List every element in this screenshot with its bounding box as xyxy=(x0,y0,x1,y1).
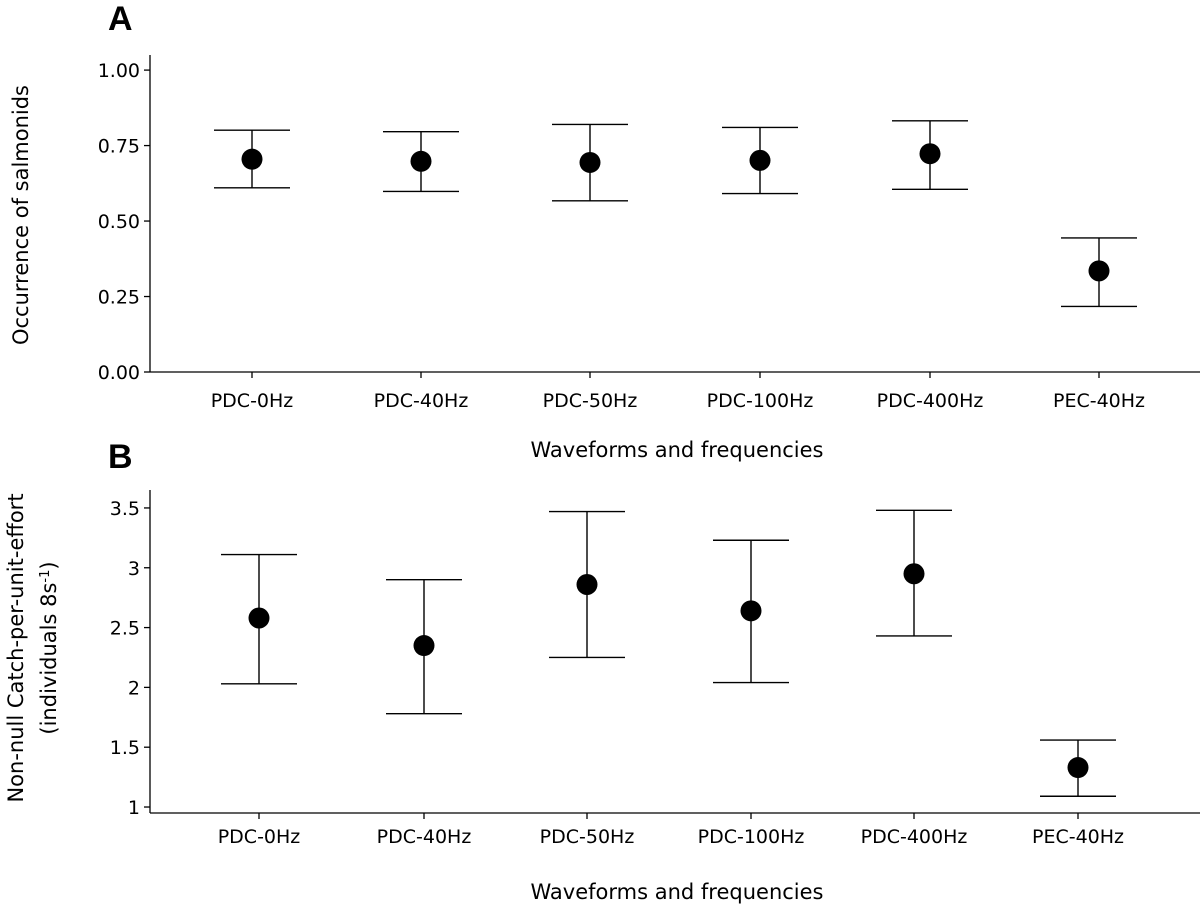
panel-b-y-tick-label: 1.5 xyxy=(110,737,140,759)
panel-a-x-tick-label: PEC-40Hz xyxy=(1053,390,1145,412)
panel-a-x-tick-label: PDC-40Hz xyxy=(374,390,469,412)
panel-b-x-axis-title: Waveforms and frequencies xyxy=(531,880,824,904)
panel-b-x-tick-label: PDC-100Hz xyxy=(698,826,805,848)
panel-b-y-axis-title: Non-null Catch-per-unit-effort xyxy=(4,493,28,802)
panel-a-y-tick-label: 0.50 xyxy=(98,211,140,233)
panel-a-label: A xyxy=(108,0,133,38)
panel-b-data-point xyxy=(903,563,925,585)
panel-a-x-tick-label: PDC-50Hz xyxy=(543,390,638,412)
panel-b-x-tick-label: PDC-40Hz xyxy=(377,826,472,848)
panel-a-data-point xyxy=(749,149,771,171)
panel-b-x-tick-label: PEC-40Hz xyxy=(1032,826,1124,848)
panel-a-y-tick-label: 0.00 xyxy=(98,362,140,384)
panel-a-data-point xyxy=(919,143,941,165)
panel-b-data-point xyxy=(576,574,598,596)
panel-b-x-tick-label: PDC-0Hz xyxy=(218,826,301,848)
panel-b-y-tick-label: 3.5 xyxy=(110,498,140,520)
panel-a-y-tick-label: 0.25 xyxy=(98,287,140,309)
panel-b-x-tick-label: PDC-50Hz xyxy=(540,826,635,848)
panel-a-data-point xyxy=(579,151,601,173)
panel-b-label: B xyxy=(108,438,133,476)
panel-b-data-point xyxy=(248,607,270,629)
panel-a-y-tick-label: 0.75 xyxy=(98,136,140,158)
panel-b-y-tick-label: 2.5 xyxy=(110,618,140,640)
panel-a: A Occurrence of salmonids Waveforms and … xyxy=(9,0,1200,462)
panel-a-x-tick-label: PDC-100Hz xyxy=(707,390,814,412)
panel-b-y-tick-label: 2 xyxy=(128,677,140,699)
panel-a-data-point xyxy=(410,150,432,172)
panel-b-data-point xyxy=(1067,757,1089,779)
panel-a-y-tick-label: 1.00 xyxy=(98,60,140,82)
panel-a-x-tick-label: PDC-0Hz xyxy=(211,390,294,412)
panel-b-y-tick-label: 1 xyxy=(128,797,140,819)
panel-a-x-axis-title: Waveforms and frequencies xyxy=(531,438,824,462)
panel-b-data-point xyxy=(413,635,435,657)
panel-b: B Non-null Catch-per-unit-effort (indivi… xyxy=(4,438,1200,904)
panel-a-y-axis-title: Occurrence of salmonids xyxy=(9,85,33,345)
panel-b-y-tick-label: 3 xyxy=(128,558,140,580)
panel-b-y-axis-title-units: (individuals 8s-1) xyxy=(37,561,61,734)
panel-a-data-point xyxy=(1088,260,1110,282)
panel-b-x-tick-label: PDC-400Hz xyxy=(861,826,968,848)
panel-a-x-tick-label: PDC-400Hz xyxy=(877,390,984,412)
panel-b-data-point xyxy=(740,600,762,622)
panel-a-data-point xyxy=(241,148,263,170)
